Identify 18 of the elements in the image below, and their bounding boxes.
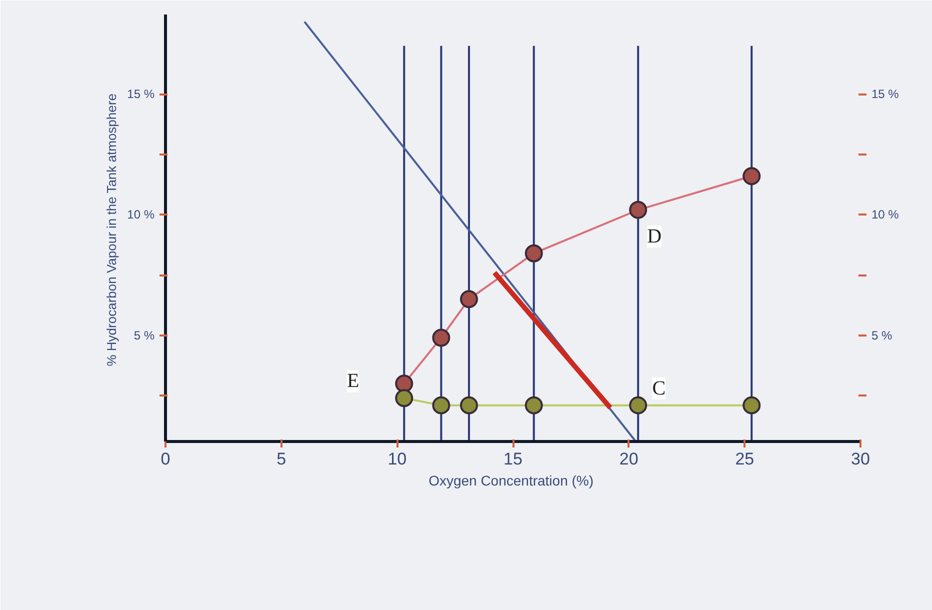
annotation: C <box>652 377 666 400</box>
x-tick-label: 15 <box>504 450 522 468</box>
annotation: E <box>347 370 360 392</box>
y2-tick-label: 5 % <box>872 328 893 342</box>
y2-tick-label: 10 % <box>872 208 900 222</box>
y-tick-label: 5 % <box>134 328 155 342</box>
x-tick-label: 0 <box>160 450 170 468</box>
x-axis-title: Oxygen Concentration (%) <box>428 472 594 488</box>
y-axis-title: % Hydrocarbon Vapour in the Tank atmosphere <box>104 94 120 366</box>
y-tick-label: 15 % <box>127 87 155 102</box>
x-tick-label: 10 <box>388 450 407 468</box>
x-tick-label: 30 <box>851 450 870 468</box>
x-tick-label: 25 <box>735 450 754 468</box>
annotation: D <box>647 225 662 248</box>
x-tick-label: 5 <box>276 450 286 468</box>
y2-tick-label: 15 % <box>872 87 900 102</box>
x-tick-label: 20 <box>619 450 638 468</box>
y-tick-label: 10 % <box>127 208 155 222</box>
